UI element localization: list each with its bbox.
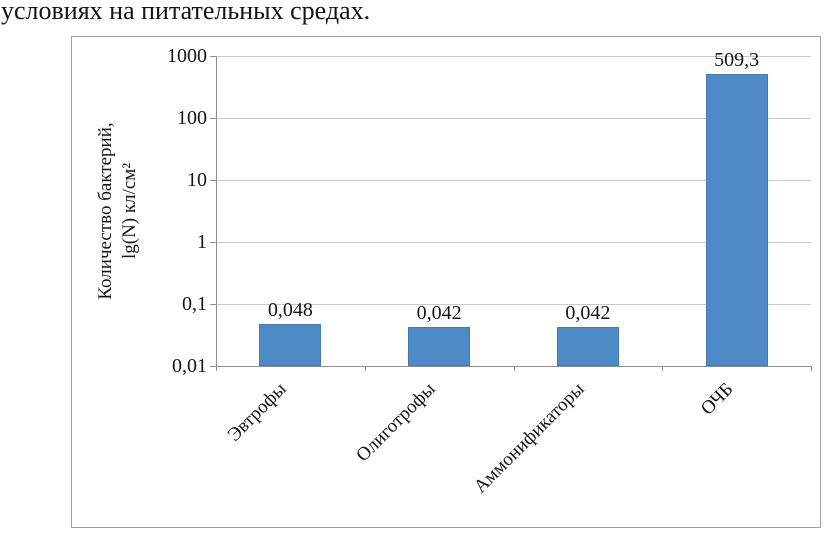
- bar: [556, 327, 619, 366]
- gridline: [216, 304, 811, 305]
- x-tick-mark: [364, 366, 366, 371]
- y-tick-label: 1: [197, 231, 207, 253]
- x-tick-mark: [513, 366, 515, 371]
- y-axis-title: Количество бактерий, lg(N) кл/см²: [94, 51, 142, 371]
- y-tick-mark: [210, 180, 216, 181]
- y-tick-label: 0,1: [182, 293, 207, 315]
- y-tick-label: 0,01: [172, 355, 207, 377]
- chart-frame: Количество бактерий, lg(N) кл/см² 1000 10…: [71, 36, 821, 528]
- y-tick-mark: [210, 366, 216, 367]
- y-tick-label: 100: [177, 107, 207, 129]
- x-tick-mark: [811, 366, 812, 371]
- y-axis-line: [216, 56, 217, 366]
- x-category-label: Эвтрофы: [223, 378, 291, 446]
- x-category-label: Аммонификаторы: [469, 378, 589, 498]
- y-tick-label: 1000: [167, 45, 207, 67]
- bar: [408, 327, 471, 366]
- x-tick-mark: [216, 366, 217, 371]
- y-tick-label: 10: [187, 169, 207, 191]
- y-axis-title-line-2: lg(N) кл/см²: [119, 162, 140, 260]
- y-tick-mark: [210, 304, 216, 305]
- gridline: [216, 56, 811, 57]
- bar: [705, 74, 768, 366]
- bar-value-label: 0,048: [267, 298, 313, 321]
- gridline: [216, 242, 811, 243]
- bar-value-label: 509,3: [714, 49, 760, 72]
- x-tick-mark: [662, 366, 664, 371]
- y-axis-title-line-1: Количество бактерий,: [95, 122, 116, 300]
- document-text: условиях на питательных средах.: [1, 0, 371, 25]
- x-category-label: Олиготрофы: [352, 378, 440, 467]
- x-category-label: ОЧБ: [696, 378, 738, 420]
- gridline: [216, 118, 811, 119]
- bar-value-label: 0,042: [565, 302, 611, 325]
- bar-value-label: 0,042: [416, 302, 462, 325]
- y-tick-mark: [210, 56, 216, 57]
- y-tick-mark: [210, 118, 216, 119]
- page: { "document": { "top_text": "условиях на…: [1, 0, 821, 528]
- gridline: [216, 180, 811, 181]
- bar: [259, 323, 322, 366]
- y-tick-mark: [210, 242, 216, 243]
